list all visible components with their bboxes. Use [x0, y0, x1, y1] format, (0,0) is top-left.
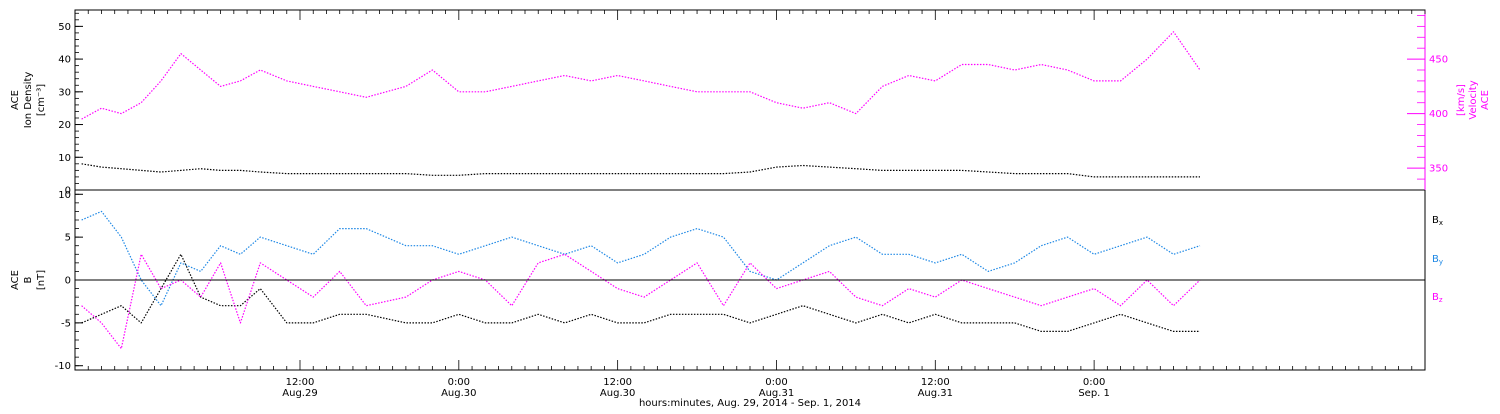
velocity-axis-tick-label: 400	[1429, 109, 1448, 120]
bottom-bz-series	[81, 253, 1201, 350]
x-tick-time-label: 12:00	[921, 377, 950, 388]
b-axis-label-line-1: ACE	[10, 270, 21, 290]
velocity-axis-label-line-2: Velocity	[1468, 80, 1479, 119]
density-axis-tick-label: 30	[58, 87, 71, 98]
bottom-by-series	[81, 210, 1201, 307]
b-axis-tick-label: -10	[55, 361, 71, 372]
b-axis-tick-label: 5	[65, 233, 71, 244]
top-panel-frame	[74, 9, 1426, 191]
top-density-series	[81, 163, 1200, 178]
density-axis-tick-label: 20	[58, 120, 71, 131]
axes-layer: 01020304050-10-5051035040045012:00Aug.29…	[55, 10, 1448, 399]
velocity-axis-label-line-1: ACE	[1480, 90, 1491, 110]
density-axis-label-line-1: ACE	[10, 90, 21, 110]
x-tick-time-label: 12:00	[286, 377, 315, 388]
b-axis-tick-label: -5	[61, 318, 71, 329]
legend-bz-label: Bz	[1432, 292, 1443, 304]
b-axis-tick-label: 0	[65, 276, 71, 287]
x-tick-time-label: 12:00	[603, 377, 632, 388]
b-axis-label-line-3: [nT]	[36, 270, 47, 290]
density-axis-tick-label: 0	[65, 186, 71, 197]
x-tick-date-label: Aug.30	[600, 388, 635, 399]
b-axis-label-line-2: B	[23, 276, 34, 283]
legend-bz: Bz	[1432, 292, 1443, 304]
x-tick-date-label: Aug.31	[918, 388, 953, 399]
legend-by-label: By	[1432, 254, 1443, 266]
density-axis-tick-label: 50	[58, 22, 71, 33]
x-tick-date-label: Aug.29	[282, 388, 317, 399]
bottom-bx-series	[81, 253, 1200, 332]
velocity-axis-tick-label: 350	[1429, 164, 1448, 175]
b-axis-tick-label: 10	[58, 190, 71, 201]
x-tick-time-label: 0:00	[1083, 377, 1105, 388]
x-tick-time-label: 0:00	[765, 377, 787, 388]
x-tick-date-label: Aug.30	[441, 388, 476, 399]
velocity-axis-label-line-3: [km/s]	[1456, 84, 1467, 116]
density-axis-tick-label: 10	[58, 153, 71, 164]
x-tick-time-label: 0:00	[448, 377, 470, 388]
x-axis-title: hours:minutes, Aug. 29, 2014 - Sep. 1, 2…	[639, 398, 861, 409]
legend-bx: Bx	[1432, 215, 1443, 227]
top-velocity-series	[81, 31, 1201, 120]
x-tick-date-label: Sep. 1	[1078, 388, 1110, 399]
velocity-axis-tick-label: 450	[1429, 55, 1448, 66]
bottom-panel-data	[81, 210, 1201, 350]
density-axis-label-line-2: Ion Density	[23, 72, 34, 129]
x-tick-date-label: Aug.31	[759, 388, 794, 399]
density-axis-label-line-3: [cm⁻³]	[36, 84, 47, 116]
top-panel-data	[81, 31, 1201, 178]
density-axis-tick-label: 40	[58, 55, 71, 66]
legend-by: By	[1432, 254, 1443, 266]
legend-bx-label: Bx	[1432, 215, 1443, 227]
